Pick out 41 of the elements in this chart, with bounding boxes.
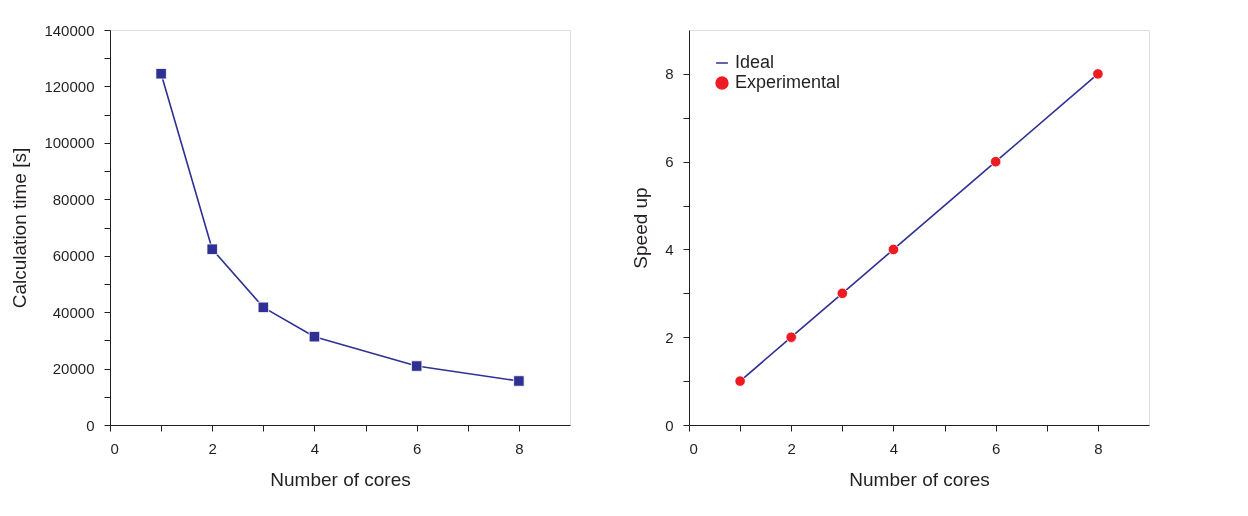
y-tick-label: 2 xyxy=(665,328,674,346)
point xyxy=(1092,68,1104,80)
x-tick-label: 4 xyxy=(310,439,320,457)
point xyxy=(206,243,218,255)
x-axis-title: Number of cores xyxy=(849,468,990,490)
y-tick-label: 60000 xyxy=(52,247,95,265)
y-axis-title: Speed up xyxy=(630,187,652,269)
point xyxy=(257,301,269,313)
y-tick-label: 8 xyxy=(665,65,674,83)
y-tick-label: 20000 xyxy=(52,360,95,378)
x-axis-title: Number of cores xyxy=(270,468,411,490)
point xyxy=(513,375,525,387)
y-tick-label: 0 xyxy=(665,416,674,434)
point xyxy=(155,68,167,80)
point xyxy=(990,156,1002,168)
x-tick-label: 2 xyxy=(787,439,796,457)
y-tick-label: 4 xyxy=(665,240,674,258)
point xyxy=(308,331,321,343)
point xyxy=(734,375,746,387)
x-tick-label: 8 xyxy=(515,439,524,457)
y-tick-label: 140000 xyxy=(44,21,95,39)
y-axis-title: Calculation time [s] xyxy=(9,147,31,309)
y-tick-label: 100000 xyxy=(44,134,95,152)
y-tick-label: 6 xyxy=(665,153,674,171)
legend-label: Ideal xyxy=(735,52,775,72)
x-tick-label: 4 xyxy=(889,439,899,457)
y-tick-label: 0 xyxy=(86,416,95,434)
x-tick-label: 0 xyxy=(110,439,119,457)
point xyxy=(411,360,423,372)
x-tick-label: 2 xyxy=(208,439,217,457)
y-tick-label: 120000 xyxy=(44,77,95,95)
point xyxy=(836,287,848,299)
x-tick-label: 0 xyxy=(689,439,698,457)
x-tick-label: 8 xyxy=(1094,439,1103,457)
x-tick-label: 6 xyxy=(412,439,422,457)
legend-label: Experimental xyxy=(735,72,841,92)
point xyxy=(785,331,797,343)
x-tick-label: 6 xyxy=(991,439,1001,457)
y-tick-label: 40000 xyxy=(52,303,95,321)
y-tick-label: 80000 xyxy=(52,190,95,208)
point xyxy=(887,243,900,256)
